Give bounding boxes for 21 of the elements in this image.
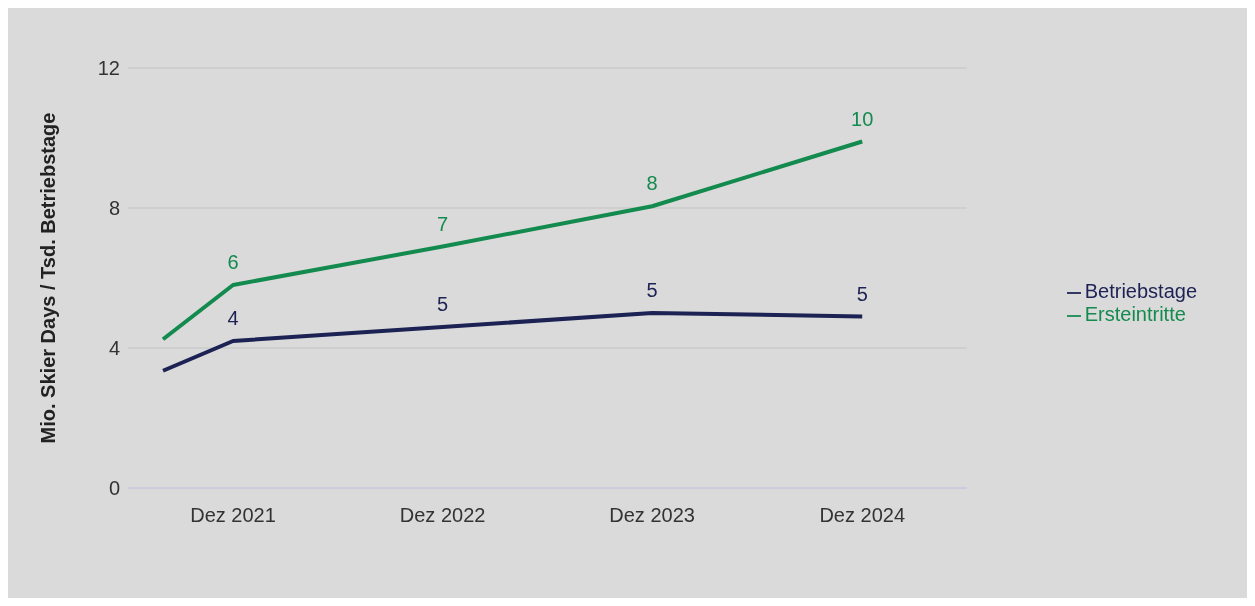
line-series: [161, 311, 865, 373]
line-series: [161, 139, 865, 342]
y-tick-label: 12: [97, 57, 120, 80]
data-label: 5: [437, 293, 449, 315]
data-label: 5: [856, 282, 868, 305]
data-label: 7: [437, 212, 449, 235]
x-tick-label: Dez 2023: [609, 504, 695, 527]
y-tick-label: 4: [108, 337, 120, 360]
data-label: 4: [227, 307, 239, 329]
y-tick-label: 0: [108, 477, 120, 500]
legend-label: Ersteintritte: [1084, 303, 1186, 325]
y-axis-title: Mio. Skier Days / Tsd. Betriebstage: [37, 112, 60, 444]
x-tick-label: Dez 2022: [399, 504, 486, 527]
x-tick-label: Dez 2021: [190, 504, 276, 527]
data-label: 10: [851, 107, 874, 130]
legend-label: Betriebstage: [1084, 280, 1197, 302]
data-label: 8: [646, 172, 658, 195]
data-label: 6: [227, 251, 239, 273]
x-tick-label: Dez 2024: [819, 504, 906, 527]
data-label: 5: [646, 279, 658, 301]
y-tick-label: 8: [108, 197, 120, 220]
